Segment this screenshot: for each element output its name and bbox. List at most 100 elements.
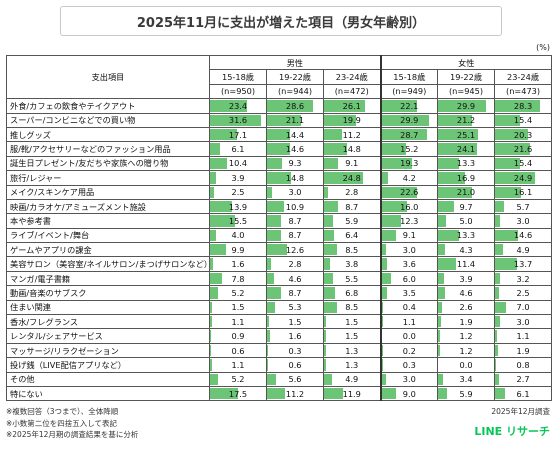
row-label: 推しグッズ xyxy=(6,126,210,143)
value-cell: 0.0 xyxy=(437,357,496,373)
value-cell: 1.6 xyxy=(209,256,267,272)
value-cell: 3.0 xyxy=(379,242,439,258)
value-cell: 3.0 xyxy=(494,213,553,229)
value-cell: 4.0 xyxy=(209,227,267,244)
value-label: 1.6 xyxy=(231,259,245,270)
value-cell: 12.3 xyxy=(379,213,439,229)
value-cell: 15.4 xyxy=(494,112,553,128)
row-label: 本や参考書 xyxy=(6,213,210,229)
value-cell: 14.6 xyxy=(494,227,553,244)
value-cell: 19.3 xyxy=(379,155,439,172)
value-cell: 3.0 xyxy=(494,314,553,330)
value-bar xyxy=(495,258,517,270)
table-row: ゲームやアプリの課金 9.9 12.6 8.5 3.0 4.3 4.9 xyxy=(6,242,553,258)
table-row: マンガ/電子書籍 7.8 4.6 5.5 6.0 3.9 3.2 xyxy=(6,270,553,287)
value-cell: 1.3 xyxy=(322,357,382,373)
value-bar xyxy=(324,114,356,126)
value-label: 5.2 xyxy=(231,287,245,298)
sample-size: (n=949) xyxy=(379,83,439,100)
value-bar xyxy=(495,128,528,141)
row-label: スーパー/コンビニなどでの買い物 xyxy=(6,112,210,128)
value-label: 5.6 xyxy=(288,374,302,385)
value-label: 9.1 xyxy=(402,230,416,241)
value-label: 24.9 xyxy=(513,172,533,183)
value-cell: 3.9 xyxy=(209,170,267,186)
value-bar xyxy=(438,143,477,155)
value-bar xyxy=(210,100,248,112)
value-bar xyxy=(438,344,440,357)
row-label: 誕生日プレゼント/友だちや家族への贈り物 xyxy=(6,155,210,172)
value-cell: 5.6 xyxy=(266,371,324,387)
value-bar xyxy=(210,157,227,170)
value-label: 0.6 xyxy=(288,359,302,370)
value-label: 3.6 xyxy=(402,259,416,270)
value-bar xyxy=(267,128,291,141)
value-cell: 3.9 xyxy=(437,270,496,287)
value-bar xyxy=(324,186,329,198)
value-label: 11.4 xyxy=(456,259,476,270)
value-bar xyxy=(210,229,217,242)
value-bar xyxy=(210,272,223,285)
value-bar xyxy=(267,301,276,314)
value-label: 16.0 xyxy=(400,201,419,212)
value-label: 0.0 xyxy=(459,359,473,370)
table-row: 映画/カラオケ/アミューズメント施設 13.9 10.9 8.7 16.0 9.7 5.7 xyxy=(6,198,553,215)
table-row: 誕生日プレゼント/友だちや家族への贈り物 10.4 9.3 9.1 19.3 13.3 15… xyxy=(6,155,553,172)
table-row: 住まい関連 1.5 5.3 8.5 0.4 2.6 7.0 xyxy=(6,299,553,316)
value-label: 17.1 xyxy=(228,129,248,140)
value-bar xyxy=(267,143,291,155)
row-label: ゲームやアプリの課金 xyxy=(6,242,210,258)
value-cell: 3.2 xyxy=(494,270,553,287)
value-label: 4.6 xyxy=(459,287,473,298)
value-bar xyxy=(438,301,443,314)
value-cell: 21.6 xyxy=(494,141,553,157)
value-bar xyxy=(324,128,342,141)
value-cell: 28.3 xyxy=(494,98,553,114)
value-cell: 2.5 xyxy=(209,184,267,200)
value-label: 8.7 xyxy=(288,230,302,241)
value-bar xyxy=(381,387,396,400)
value-cell: 16.0 xyxy=(379,198,439,215)
value-cell: 1.5 xyxy=(209,299,267,316)
value-bar xyxy=(495,172,535,184)
value-bar xyxy=(324,172,364,184)
value-bar xyxy=(495,344,499,357)
value-cell: 22.1 xyxy=(379,98,439,114)
value-bar xyxy=(267,258,272,270)
value-bar xyxy=(438,128,479,141)
value-bar xyxy=(438,215,447,227)
value-label: 1.3 xyxy=(345,345,359,356)
value-cell: 11.4 xyxy=(437,256,496,272)
value-cell: 6.4 xyxy=(322,227,382,244)
table-row: 特にない 17.5 11.2 11.9 9.0 5.9 6.1 xyxy=(6,385,553,402)
value-label: 26.1 xyxy=(342,100,361,111)
value-cell: 9.1 xyxy=(322,155,382,172)
row-label: マッサージ/リラクゼーション xyxy=(6,342,210,359)
note: ※複数回答（3つまで）、全体降順 xyxy=(6,407,119,416)
value-bar xyxy=(438,229,460,242)
value-label: 1.9 xyxy=(459,316,473,327)
sample-size: (n=950) xyxy=(209,83,267,100)
value-label: 13.3 xyxy=(456,230,476,241)
value-label: 6.1 xyxy=(231,144,245,155)
value-bar xyxy=(324,100,366,112)
value-label: 3.0 xyxy=(402,374,416,385)
value-cell: 28.7 xyxy=(379,126,439,143)
value-bar xyxy=(495,287,500,299)
value-label: 8.7 xyxy=(288,287,302,298)
value-label: 17.5 xyxy=(228,388,248,399)
value-label: 8.5 xyxy=(345,244,359,255)
value-label: 4.6 xyxy=(288,273,302,284)
value-bar xyxy=(495,387,505,400)
value-bar xyxy=(324,316,327,328)
value-bar xyxy=(438,272,445,285)
value-cell: 15.4 xyxy=(494,155,553,172)
value-bar xyxy=(267,330,270,342)
value-label: 0.0 xyxy=(402,331,416,342)
value-cell: 15.5 xyxy=(209,213,267,229)
value-label: 14.8 xyxy=(342,144,361,155)
value-cell: 20.3 xyxy=(494,126,553,143)
notes: ※複数回答（3つまで）、全体降順 ※小数第二位を四捨五入して表記 ※2025年1… xyxy=(6,406,138,441)
value-cell: 3.5 xyxy=(379,285,439,301)
value-cell: 10.4 xyxy=(209,155,267,172)
